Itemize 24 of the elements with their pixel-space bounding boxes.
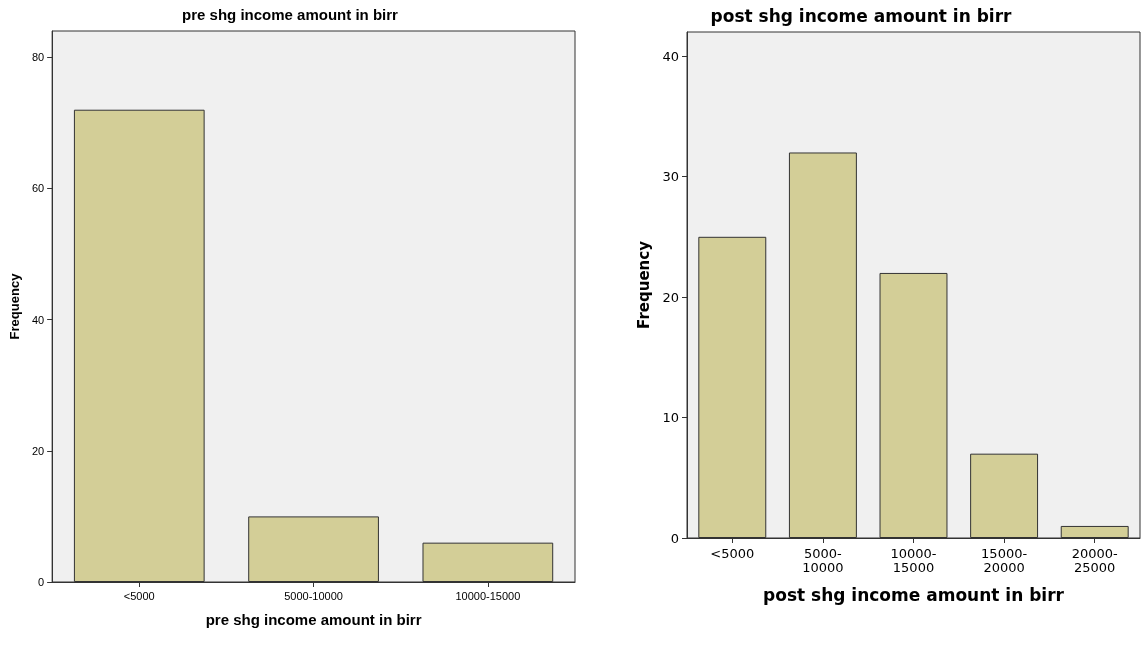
- y-tick-label: 20: [31, 444, 45, 457]
- x-axis-title: post shg income amount in birr: [763, 584, 1065, 605]
- y-tick-label: 20: [662, 289, 679, 305]
- x-tick-label: 5000-10000: [802, 545, 844, 575]
- x-tick-label: 10000-15000: [890, 545, 937, 575]
- x-tick-label: <5000: [710, 545, 755, 561]
- y-tick-label: 30: [662, 169, 679, 185]
- y-tick-label: 60: [31, 182, 45, 195]
- y-tick-label: 10: [662, 410, 679, 426]
- y-tick-label: 0: [670, 530, 679, 546]
- chart-title: pre shg income amount in birr: [182, 6, 399, 23]
- x-tick-label: 20000-25000: [1071, 545, 1119, 575]
- y-tick-label: 80: [31, 51, 45, 64]
- y-axis-title: Frequency: [635, 240, 654, 329]
- x-axis-title: pre shg income amount in birr: [205, 611, 422, 628]
- x-tick-label: 5000-10000: [284, 590, 343, 602]
- y-tick-label: 0: [38, 576, 45, 588]
- x-tick-label: <5000: [123, 590, 155, 602]
- y-tick-label: 40: [662, 48, 679, 64]
- y-axis-title: Frequency: [7, 272, 22, 340]
- x-tick-label: 15000-20000: [981, 545, 1028, 575]
- x-tick-label: 10000-15000: [455, 590, 521, 602]
- y-tick-label: 40: [31, 313, 45, 326]
- chart-title: post shg income amount in birr: [710, 5, 1013, 26]
